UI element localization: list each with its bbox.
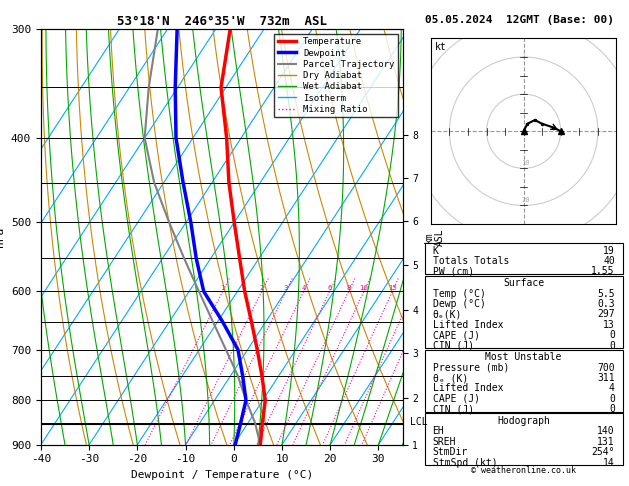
Text: θₑ (K): θₑ (K): [433, 373, 468, 383]
Text: 1.55: 1.55: [591, 266, 615, 277]
Text: LCL: LCL: [410, 417, 428, 427]
Text: 10: 10: [359, 285, 369, 291]
Text: 10: 10: [521, 159, 530, 166]
Text: 25: 25: [425, 285, 434, 291]
Text: 297: 297: [597, 310, 615, 319]
Y-axis label: hPa: hPa: [0, 227, 6, 247]
Text: 19: 19: [603, 246, 615, 256]
Text: 40: 40: [603, 256, 615, 266]
Bar: [425, 349, 623, 412]
Bar: [425, 413, 623, 465]
Text: Surface: Surface: [503, 278, 544, 288]
X-axis label: Dewpoint / Temperature (°C): Dewpoint / Temperature (°C): [131, 470, 313, 480]
Text: CAPE (J): CAPE (J): [433, 330, 479, 340]
Text: 2: 2: [260, 285, 264, 291]
Text: 254°: 254°: [591, 447, 615, 457]
Text: CIN (J): CIN (J): [433, 341, 474, 350]
Legend: Temperature, Dewpoint, Parcel Trajectory, Dry Adiabat, Wet Adiabat, Isotherm, Mi: Temperature, Dewpoint, Parcel Trajectory…: [274, 34, 398, 118]
Text: θₑ(K): θₑ(K): [433, 310, 462, 319]
Text: SREH: SREH: [433, 437, 456, 447]
Text: 140: 140: [597, 426, 615, 436]
Text: Totals Totals: Totals Totals: [433, 256, 509, 266]
Text: 6: 6: [328, 285, 332, 291]
Text: Dewp (°C): Dewp (°C): [433, 299, 486, 309]
Text: 13: 13: [603, 320, 615, 330]
Text: 0.3: 0.3: [597, 299, 615, 309]
Text: 4: 4: [609, 383, 615, 394]
Text: 5.5: 5.5: [597, 289, 615, 299]
Text: Lifted Index: Lifted Index: [433, 320, 503, 330]
Text: 3: 3: [284, 285, 288, 291]
Text: 311: 311: [597, 373, 615, 383]
Bar: [425, 243, 623, 274]
Text: CIN (J): CIN (J): [433, 404, 474, 414]
Text: 14: 14: [603, 457, 615, 468]
Text: 0: 0: [609, 394, 615, 404]
Text: StmSpd (kt): StmSpd (kt): [433, 457, 497, 468]
Text: 05.05.2024  12GMT (Base: 00): 05.05.2024 12GMT (Base: 00): [425, 15, 613, 25]
Text: 700: 700: [597, 363, 615, 373]
Text: 1: 1: [221, 285, 225, 291]
Text: PW (cm): PW (cm): [433, 266, 474, 277]
Text: 0: 0: [609, 330, 615, 340]
Text: Most Unstable: Most Unstable: [486, 352, 562, 363]
Text: StmDir: StmDir: [433, 447, 468, 457]
Text: 20: 20: [409, 285, 418, 291]
Text: 8: 8: [347, 285, 351, 291]
Text: kt: kt: [435, 42, 447, 52]
Text: 131: 131: [597, 437, 615, 447]
Text: 20: 20: [521, 197, 530, 203]
Text: Temp (°C): Temp (°C): [433, 289, 486, 299]
Text: Lifted Index: Lifted Index: [433, 383, 503, 394]
Text: 0: 0: [609, 341, 615, 350]
Text: EH: EH: [433, 426, 444, 436]
Bar: [425, 276, 623, 348]
Y-axis label: km
ASL: km ASL: [424, 228, 445, 246]
Text: K: K: [433, 246, 438, 256]
Text: 0: 0: [609, 404, 615, 414]
Text: CAPE (J): CAPE (J): [433, 394, 479, 404]
Title: 53°18'N  246°35'W  732m  ASL: 53°18'N 246°35'W 732m ASL: [117, 15, 326, 28]
Text: 15: 15: [388, 285, 397, 291]
Text: © weatheronline.co.uk: © weatheronline.co.uk: [471, 466, 576, 475]
Text: 4: 4: [301, 285, 306, 291]
Text: Pressure (mb): Pressure (mb): [433, 363, 509, 373]
Text: Hodograph: Hodograph: [497, 416, 550, 426]
